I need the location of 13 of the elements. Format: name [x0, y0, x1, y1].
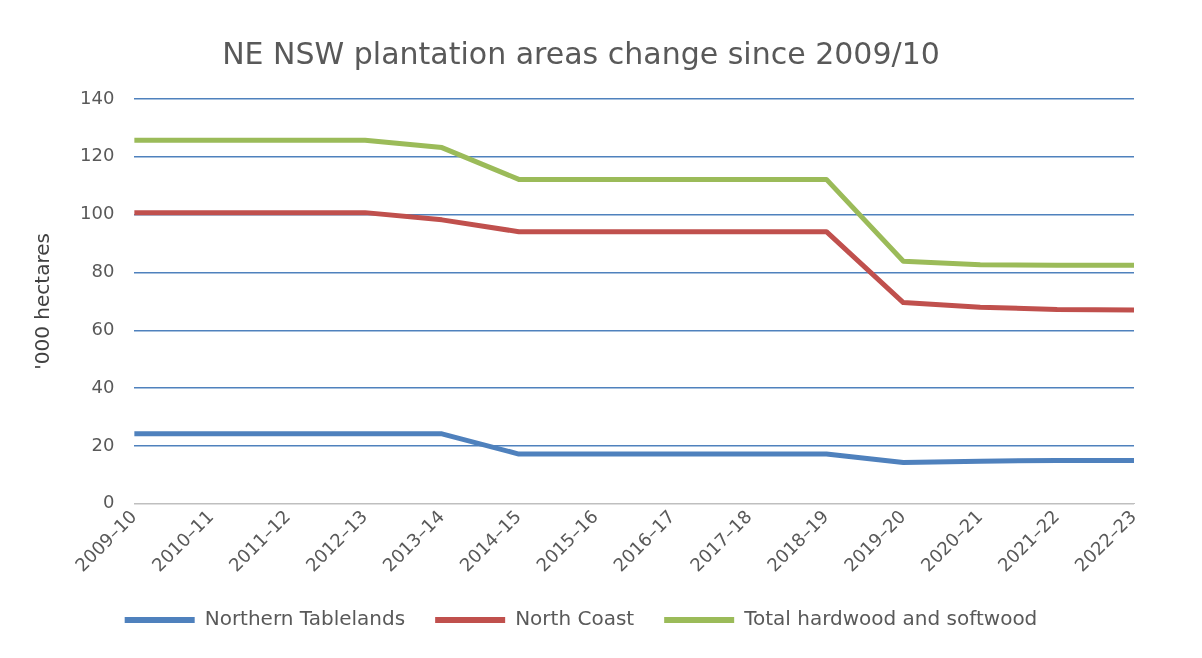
- y-axis-title: '000 hectares: [30, 233, 55, 370]
- y-tick-label: 20: [91, 433, 115, 455]
- y-tick-label: 140: [80, 86, 115, 108]
- y-tick-label: 60: [91, 317, 115, 339]
- legend-label: Total hardwood and softwood: [743, 606, 1038, 631]
- y-tick-label: 120: [80, 144, 115, 166]
- legend-label: North Coast: [515, 606, 635, 631]
- legend-label: Northern Tablelands: [204, 606, 406, 631]
- y-tick-label: 80: [91, 260, 115, 282]
- y-tick-label: 0: [102, 491, 115, 513]
- y-tick-label: 100: [80, 202, 115, 224]
- y-tick-label: 40: [91, 375, 115, 397]
- chart-title: NE NSW plantation areas change since 2009/10: [222, 35, 940, 71]
